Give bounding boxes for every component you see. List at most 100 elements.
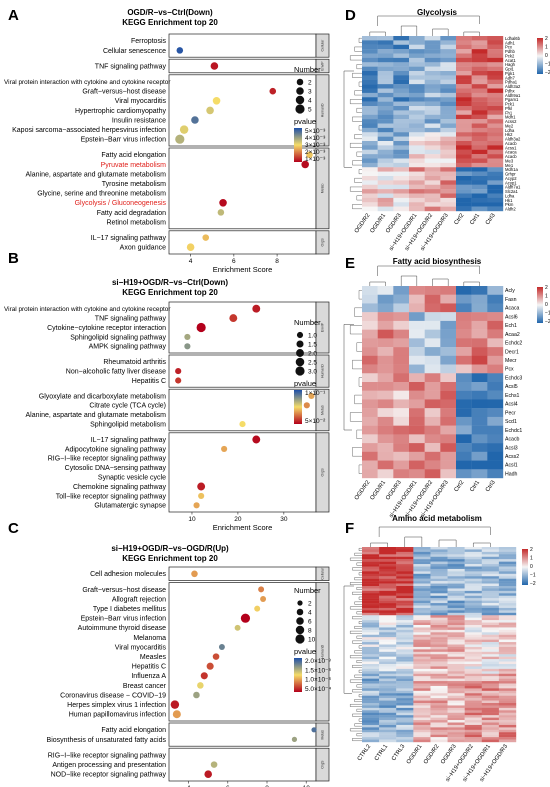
dendrogram-branch [356, 708, 362, 712]
heatmap-cell [481, 598, 500, 601]
heatmap-cell [362, 443, 378, 453]
heatmap-cell [393, 320, 410, 330]
dot-mark [210, 62, 219, 70]
heatmap-cell [424, 347, 441, 357]
heatmap-cell [379, 729, 397, 733]
heatmap-cell [447, 622, 465, 626]
heatmap-cell [487, 399, 504, 409]
facet-box [168, 747, 317, 782]
heatmap-cell [362, 167, 378, 172]
heatmap-cell [481, 637, 500, 640]
heatmap-cell [487, 347, 504, 357]
heatmap-cell [487, 320, 504, 330]
dendrogram-branch [354, 134, 362, 140]
heatmap-cell [379, 571, 397, 575]
heatmap-cell [447, 637, 465, 640]
heatmap-cell [379, 620, 397, 623]
heatmap-cell [487, 373, 504, 383]
heatmap-cell [362, 53, 378, 59]
heatmap-cell [440, 71, 457, 76]
heatmap-cell [413, 690, 431, 694]
heatmap-cell [362, 678, 380, 682]
term-label: Viral protein interaction with cytokine … [4, 306, 171, 313]
heatmap-cell [498, 568, 517, 572]
heatmap-cell [379, 593, 397, 596]
facet-strip [315, 230, 330, 255]
heatmap-cell [362, 320, 378, 330]
dendrogram-branch [350, 142, 362, 148]
heatmap-cell [464, 685, 482, 689]
heatmap-cell [430, 685, 448, 689]
heatmap-cell [409, 119, 425, 124]
heatmap-scale-label: −2 [545, 70, 550, 76]
dendrogram-branch [354, 723, 362, 727]
facet-strip-label: Metab [320, 183, 324, 193]
dendrogram-branch [352, 689, 362, 693]
heatmap-cell [456, 71, 472, 76]
heatmap-cell [424, 434, 441, 444]
heatmap-cell [430, 720, 448, 723]
heatmap-cell [362, 583, 380, 587]
heatmap-cell [487, 382, 504, 391]
heatmap-cell [440, 320, 457, 330]
heatmap-cell [396, 556, 414, 560]
heatmap-cell [379, 727, 397, 731]
heatmap-cell [464, 720, 482, 723]
facet-strip [315, 147, 330, 230]
heatmap-cell [481, 688, 500, 692]
heatmap-cell [413, 588, 431, 592]
term-label: Alanine, aspartate and glutamate metabol… [26, 171, 167, 178]
row-label: Hk1 [505, 198, 513, 203]
heatmap-cell [498, 547, 517, 550]
heatmap-cell [471, 40, 488, 45]
heatmap-cell [464, 651, 482, 655]
term-label: RIG−I−like receptor signaling pathway [48, 752, 167, 759]
term-label: Kaposi sarcoma−associated herpesvirus in… [12, 127, 166, 134]
heatmap-cell [362, 581, 380, 584]
dot-mark [311, 727, 317, 733]
dendrogram-branch [354, 626, 362, 629]
size-legend-mark [296, 87, 304, 95]
heatmap-cell [430, 642, 448, 645]
heatmap-cell [393, 40, 410, 45]
heatmap-cell [377, 88, 394, 94]
heatmap-cell [396, 661, 414, 665]
heatmap-cell [447, 583, 465, 587]
heatmap-cell [430, 698, 448, 701]
heatmap-cell [447, 547, 465, 550]
dendrogram-branch [354, 674, 362, 678]
term-label: AMPK signaling pathway [89, 344, 167, 351]
heatmap-cell [409, 338, 425, 348]
term-label: Cytosolic DNA−sensing pathway [65, 465, 167, 472]
heatmap-cell [424, 176, 441, 181]
heatmap-cell [464, 629, 482, 633]
heatmap-cell [456, 399, 472, 409]
heatmap-cell [396, 673, 414, 677]
heatmap-cell [481, 681, 500, 684]
heatmap-cell [409, 62, 425, 67]
heatmap-cell [498, 639, 517, 643]
heatmap-cell [440, 399, 457, 409]
x-tick-label: 8 [275, 258, 279, 265]
heatmap-cell [413, 637, 431, 640]
heatmap-cell [377, 141, 394, 146]
dendrogram-branch [377, 15, 480, 26]
dendrogram-branch [377, 265, 480, 276]
heatmap-cell [424, 44, 441, 50]
size-legend-mark [295, 104, 305, 114]
heatmap-cell [471, 286, 488, 295]
heatmap-cell [498, 627, 517, 631]
heatmap-cell [498, 690, 517, 694]
heatmap-cell [447, 554, 465, 557]
heatmap-cell [430, 615, 448, 618]
heatmap-cell [440, 364, 457, 374]
heatmap-cell [396, 593, 414, 596]
heatmap-cell [424, 62, 441, 67]
heatmap-cell [440, 62, 457, 67]
heatmap-cell [396, 634, 414, 638]
dendrogram-branch [356, 195, 362, 201]
heatmap-cell [487, 364, 504, 374]
dendrogram-branch [358, 81, 362, 87]
heatmap-cell [456, 197, 472, 203]
term-label: Biosynthesis of unsaturated fatty acids [47, 737, 167, 744]
